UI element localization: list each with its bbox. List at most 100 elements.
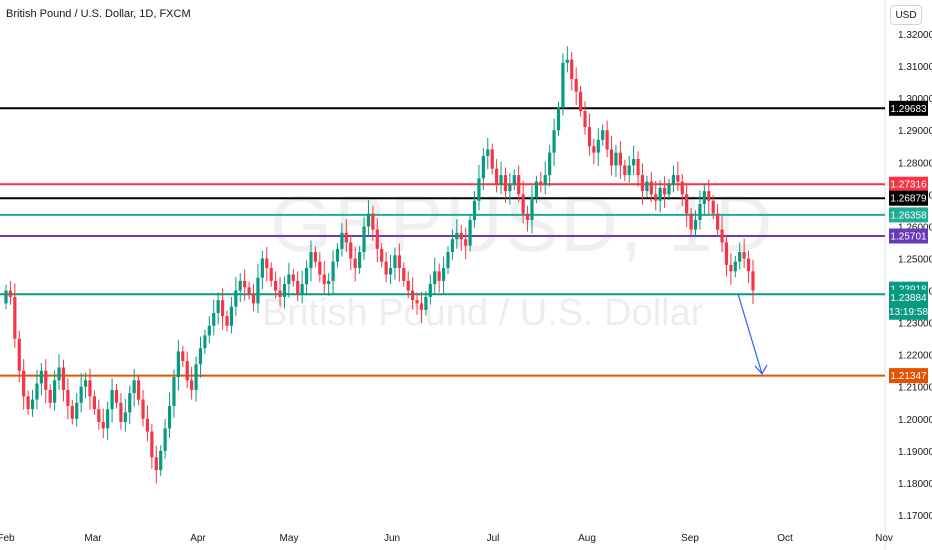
- candle-body: [693, 219, 698, 230]
- candle-body: [428, 284, 432, 297]
- candle-body: [658, 187, 662, 201]
- candle-body: [265, 258, 269, 269]
- candle-body: [256, 277, 260, 304]
- candle-body: [574, 78, 578, 92]
- candle-body: [640, 175, 645, 192]
- candle-body: [689, 213, 693, 230]
- candle-body: [8, 290, 13, 297]
- candle-body: [358, 252, 362, 269]
- candle-body: [4, 290, 8, 304]
- candle-body: [671, 175, 676, 185]
- watermark-description: British Pound / U.S. Dollar: [262, 292, 704, 334]
- candle-body: [220, 300, 225, 317]
- candle-body: [225, 316, 229, 326]
- candle-body: [698, 203, 702, 220]
- candle-body: [331, 261, 335, 281]
- candle-body: [539, 181, 543, 185]
- price-tag-bg: [889, 228, 928, 244]
- candle-body: [450, 239, 455, 253]
- y-tick-label: 1.30000: [898, 94, 932, 105]
- candle-body: [150, 431, 154, 458]
- candle-body: [198, 348, 203, 365]
- candle-body: [667, 184, 671, 195]
- x-tick-label: Jun: [384, 533, 400, 544]
- candle-body: [534, 181, 538, 198]
- candle-body: [114, 389, 119, 403]
- candle-body: [97, 409, 101, 423]
- candle-body: [234, 290, 238, 307]
- price-tag: 1.27316: [890, 180, 927, 191]
- candle-body: [22, 370, 26, 397]
- candle-body: [552, 130, 556, 153]
- candle-body: [296, 280, 300, 294]
- candle-body: [468, 219, 472, 246]
- candle-body: [287, 274, 291, 285]
- y-tick-label: 1.18000: [898, 479, 932, 490]
- candle-body: [212, 312, 216, 326]
- candle-body: [39, 370, 43, 384]
- y-tick-label: 1.23000: [898, 319, 932, 330]
- candle-body: [44, 370, 48, 390]
- candle-body: [282, 284, 287, 297]
- x-tick-label: Apr: [190, 533, 206, 544]
- candle-body: [503, 175, 508, 192]
- candle-body: [190, 380, 194, 390]
- candle-body: [579, 91, 583, 111]
- candle-body: [517, 175, 521, 195]
- candle-body: [30, 399, 35, 410]
- candle-body: [309, 252, 313, 269]
- candle-body: [371, 213, 375, 230]
- candle-body: [645, 181, 649, 192]
- candle-body: [181, 351, 185, 362]
- candle-body: [83, 380, 88, 387]
- candle-body: [274, 280, 278, 291]
- watermark-symbol: GBPUSD, 1D: [270, 179, 775, 268]
- price-tag-bg: [889, 207, 928, 223]
- candle-body: [132, 380, 136, 394]
- candle-body: [349, 242, 353, 259]
- candle-body: [464, 239, 468, 246]
- y-tick-label: 1.19000: [898, 447, 932, 458]
- price-tag: 1.29683: [890, 104, 927, 115]
- candle-body: [738, 252, 742, 262]
- candle-body: [499, 175, 503, 185]
- candle-body: [583, 110, 587, 127]
- candle-body: [530, 197, 534, 220]
- candle-body: [411, 290, 415, 301]
- candle-body: [203, 335, 207, 349]
- candle-body: [733, 261, 737, 272]
- price-tag: 1.25701: [890, 231, 927, 242]
- y-tick-label: 1.32000: [898, 30, 932, 41]
- price-tag-bg: [889, 190, 928, 206]
- candle-body: [437, 271, 441, 281]
- candle-body: [79, 386, 83, 403]
- candle-body: [565, 59, 569, 63]
- candle-body: [384, 261, 388, 275]
- candle-body: [746, 258, 751, 272]
- candle-body: [322, 274, 326, 285]
- candle-body: [632, 159, 636, 166]
- x-tick-label: Nov: [875, 533, 893, 544]
- candle-body: [128, 393, 132, 413]
- candle-body: [88, 380, 92, 397]
- candle-body: [477, 178, 481, 201]
- candle-body: [742, 252, 746, 259]
- candle-body: [185, 361, 189, 381]
- candle-body: [441, 268, 446, 281]
- currency-button[interactable]: USD: [890, 5, 922, 25]
- x-tick-label: Jul: [487, 533, 500, 544]
- price-tag-bg: [889, 100, 928, 116]
- candle-body: [278, 290, 282, 297]
- candle-body: [247, 287, 251, 294]
- candle-body: [70, 405, 74, 419]
- candle-body: [313, 252, 317, 262]
- candle-body: [561, 62, 565, 108]
- candle-body: [592, 146, 596, 153]
- candle-body: [216, 300, 220, 313]
- candle-body: [716, 213, 720, 230]
- candle-body: [481, 155, 485, 179]
- candle-body: [636, 159, 640, 176]
- x-tick-label: Mar: [84, 533, 102, 544]
